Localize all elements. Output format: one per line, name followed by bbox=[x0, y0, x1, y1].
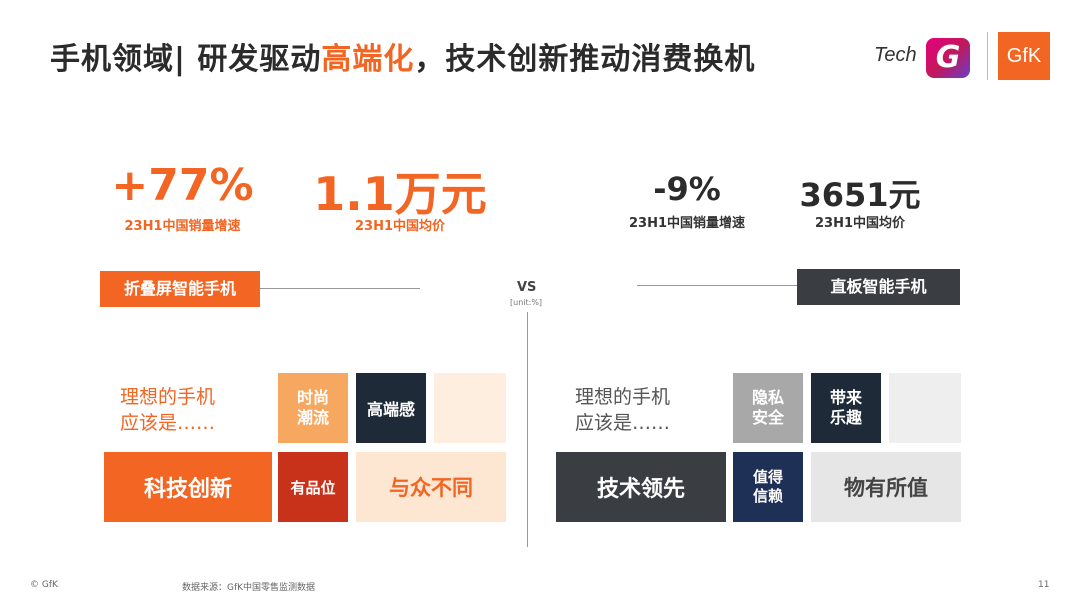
tile-tech-leading: 技术领先 bbox=[556, 452, 726, 522]
foldable-price-label: 23H1中国均价 bbox=[354, 219, 446, 234]
right-connector-line bbox=[637, 285, 797, 286]
tile-taste: 有品位 bbox=[278, 452, 348, 522]
tile-blank-right bbox=[889, 373, 961, 443]
left-question-line2: 应该是…… bbox=[120, 412, 216, 434]
unit-label: [unit:%] bbox=[510, 298, 543, 307]
techg-logo-mark: G bbox=[926, 38, 970, 78]
tile-privacy: 隐私 安全 bbox=[733, 373, 803, 443]
logo-divider bbox=[987, 32, 988, 80]
tile-trust: 值得 信赖 bbox=[733, 452, 803, 522]
page-number: 11 bbox=[1038, 580, 1050, 590]
foldable-growth-label: 23H1中国销量增速 bbox=[124, 219, 241, 234]
vs-label: VS bbox=[517, 280, 537, 295]
bar-phone-growth-label: 23H1中国销量增速 bbox=[628, 216, 746, 231]
copyright: © GfK bbox=[30, 580, 58, 590]
tile-value: 物有所值 bbox=[811, 452, 961, 522]
data-source: 数据来源：GfK中国零售监测数据 bbox=[182, 583, 316, 593]
tile-fashion: 时尚 潮流 bbox=[278, 373, 348, 443]
title-suffix: ，技术创新推动消费换机 bbox=[414, 42, 756, 77]
right-question-line1: 理想的手机 bbox=[575, 386, 671, 408]
center-divider bbox=[527, 312, 528, 547]
right-question-line2: 应该是…… bbox=[575, 412, 671, 434]
foldable-category-label: 折叠屏智能手机 bbox=[100, 271, 260, 307]
bar-phone-price-label: 23H1中国均价 bbox=[814, 216, 906, 231]
bar-phone-growth-value: -9% bbox=[653, 170, 721, 208]
tile-tech-innovation: 科技创新 bbox=[104, 452, 272, 522]
foldable-growth-value: +77% bbox=[111, 160, 254, 211]
tile-blank-left bbox=[434, 373, 506, 443]
tile-premium: 高端感 bbox=[356, 373, 426, 443]
foldable-price-value: 1.1万元 bbox=[313, 167, 487, 221]
left-question-line1: 理想的手机 bbox=[120, 386, 216, 408]
left-connector-line bbox=[260, 288, 420, 289]
title-highlight: 高端化 bbox=[321, 42, 415, 77]
bar-phone-category-label: 直板智能手机 bbox=[797, 269, 960, 305]
bar-phone-price-value: 3651元 bbox=[799, 176, 921, 214]
gfk-logo: GfK bbox=[998, 32, 1050, 80]
techg-logo-text: Tech bbox=[874, 44, 917, 66]
tile-unique: 与众不同 bbox=[356, 452, 506, 522]
title-prefix: 手机领域| 研发驱动 bbox=[50, 42, 322, 77]
page-title: 手机领域| 研发驱动高端化，技术创新推动消费换机 bbox=[50, 34, 755, 78]
tile-fun: 带来 乐趣 bbox=[811, 373, 881, 443]
